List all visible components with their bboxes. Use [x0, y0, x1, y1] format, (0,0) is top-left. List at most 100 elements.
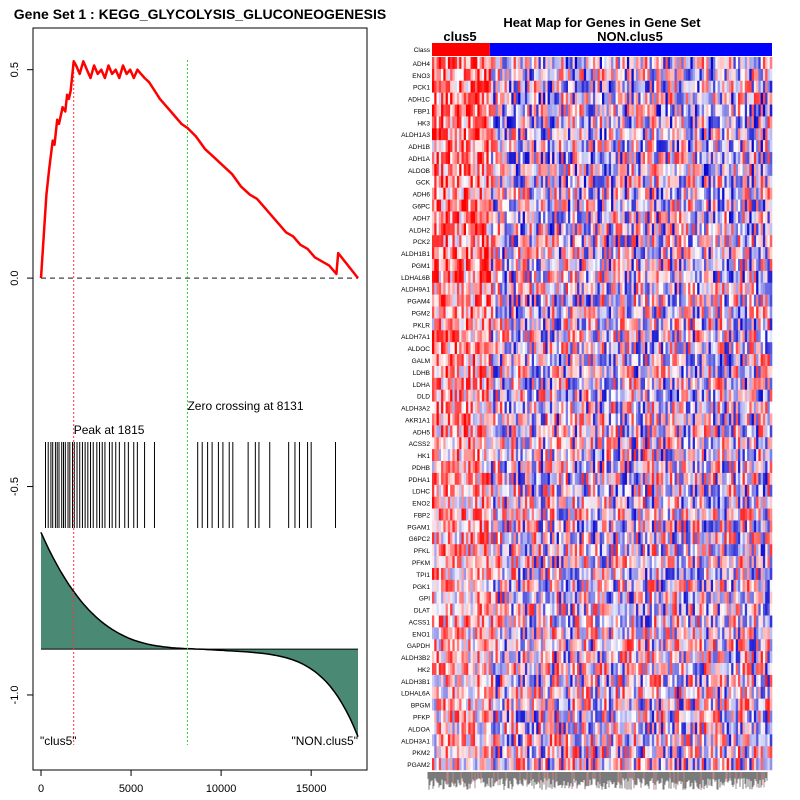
heat-cell — [758, 377, 761, 390]
heat-cell — [629, 211, 632, 224]
heat-cell — [672, 247, 675, 260]
heat-cell — [769, 306, 773, 319]
heat-cell — [454, 116, 458, 129]
heat-cell — [740, 163, 743, 177]
heat-cell — [719, 211, 723, 224]
heat-cell — [493, 152, 496, 165]
heat-cell — [438, 247, 442, 260]
heat-cell — [479, 437, 483, 450]
heat-cell — [432, 306, 435, 319]
heat-cell — [735, 365, 739, 379]
heat-cell — [466, 354, 469, 367]
heat-cell — [762, 282, 766, 295]
heat-cell — [633, 270, 637, 283]
heat-cell — [685, 80, 689, 93]
heat-cell — [676, 104, 680, 117]
heat-cell — [620, 413, 623, 426]
heat-cell — [459, 175, 462, 188]
heat-cell — [626, 163, 630, 177]
heat-cell — [443, 401, 446, 414]
heat-cell — [583, 104, 587, 117]
heat-cell — [479, 294, 483, 307]
heat-cell — [667, 294, 671, 307]
heat-cell — [466, 92, 469, 105]
heat-cell — [758, 294, 761, 307]
heat-cell — [466, 401, 469, 414]
heat-cell — [552, 377, 555, 390]
heat-cell — [701, 330, 705, 343]
heat-cell — [667, 342, 671, 355]
heat-cell — [717, 104, 721, 117]
heat-cell — [622, 57, 625, 70]
heat-cell — [715, 342, 718, 355]
heat-cell — [710, 128, 714, 141]
heat-cell — [583, 330, 587, 343]
heat-cell — [436, 140, 440, 153]
heat-cell — [438, 294, 442, 307]
heat-cell — [488, 104, 492, 117]
heat-cell — [626, 104, 630, 117]
heat-cell — [629, 389, 632, 402]
heat-cell — [452, 270, 455, 283]
heat-cell — [626, 365, 630, 379]
heat-cell — [670, 175, 673, 188]
heat-cell — [649, 413, 653, 426]
heat-cell — [434, 306, 437, 319]
heat-cell — [563, 80, 567, 93]
heat-cell — [545, 128, 548, 141]
y-tick-label: 0.5 — [9, 62, 21, 77]
heat-cell — [672, 270, 675, 283]
heat-cell — [762, 175, 766, 188]
heat-cell — [624, 365, 628, 379]
heat-cell — [738, 128, 741, 141]
heat-cell — [531, 128, 535, 141]
heat-cell — [583, 199, 587, 212]
heat-cell — [450, 140, 453, 153]
heat-cell — [613, 80, 616, 93]
heat-cell — [479, 163, 483, 177]
heat-cell — [538, 92, 542, 105]
heat-cell — [481, 211, 485, 224]
heat-cell — [756, 282, 759, 295]
heat-cell — [744, 235, 748, 248]
heat-cell — [527, 365, 530, 379]
heat-cell — [636, 270, 639, 283]
heat-cell — [697, 68, 700, 81]
heat-cell — [674, 270, 678, 283]
heat-cell — [486, 282, 489, 295]
heat-cell — [570, 235, 573, 248]
heat-cell — [733, 163, 737, 177]
heat-cell — [524, 282, 528, 295]
heat-cell — [681, 152, 684, 165]
heat-cell — [724, 116, 727, 129]
heat-cell — [597, 437, 601, 450]
heat-cell — [443, 199, 446, 212]
heat-cell — [762, 140, 766, 153]
heat-cell — [751, 68, 755, 81]
heat-cell — [477, 92, 480, 105]
heat-cell — [667, 140, 671, 153]
heat-cell — [667, 116, 671, 129]
heat-cell — [724, 270, 727, 283]
heat-cell — [590, 68, 594, 81]
heat-cell — [583, 68, 587, 81]
heat-cell — [572, 128, 576, 141]
heat-cell — [466, 377, 469, 390]
heat-cell — [674, 175, 678, 188]
heat-cell — [515, 318, 519, 331]
heat-cell — [722, 140, 725, 153]
heat-cell — [545, 425, 548, 438]
heat-cell — [520, 259, 523, 272]
heat-cell — [529, 259, 533, 272]
heat-cell — [536, 152, 539, 165]
heat-cell — [599, 140, 603, 153]
heat-cell — [651, 199, 655, 212]
heat-cell — [697, 401, 700, 414]
heat-cell — [636, 401, 639, 414]
heat-cell — [588, 80, 591, 93]
heat-cell — [552, 235, 555, 248]
heat-cell — [606, 235, 610, 248]
heat-cell — [683, 401, 687, 414]
heat-cell — [622, 223, 625, 236]
heat-cell — [722, 330, 725, 343]
